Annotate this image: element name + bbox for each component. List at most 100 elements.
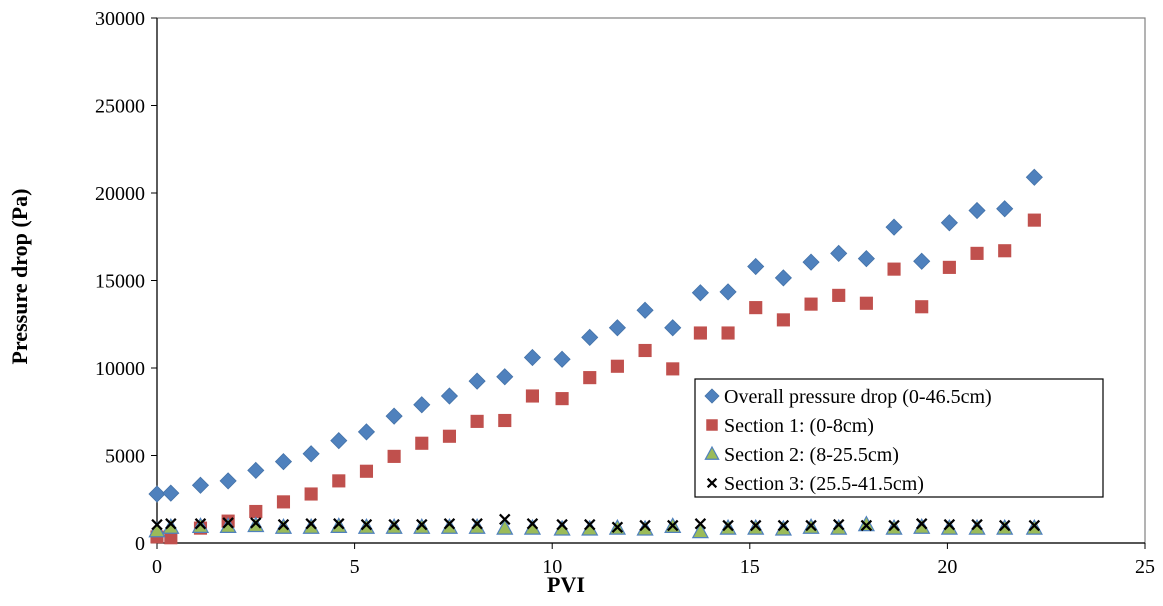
x-marker-stroke bbox=[722, 519, 734, 532]
data-point-square bbox=[859, 296, 873, 310]
x-marker-stroke bbox=[499, 513, 511, 526]
x-marker-stroke bbox=[277, 518, 290, 531]
data-point-triangle bbox=[413, 517, 431, 534]
data-point-square bbox=[276, 495, 291, 509]
data-point-x bbox=[499, 513, 511, 526]
x-marker-stroke bbox=[526, 518, 539, 530]
data-point-x bbox=[250, 517, 262, 529]
data-point-x bbox=[471, 518, 483, 530]
data-point-x bbox=[943, 518, 956, 531]
data-point-x bbox=[556, 518, 568, 531]
data-point-diamond bbox=[148, 485, 166, 503]
data-point-x bbox=[526, 518, 539, 530]
data-point-diamond bbox=[413, 396, 431, 414]
data-point-x bbox=[777, 519, 790, 532]
data-point-square bbox=[998, 244, 1012, 258]
data-point-triangle bbox=[274, 517, 293, 534]
data-point-diamond bbox=[636, 301, 654, 319]
data-point-triangle bbox=[968, 518, 986, 535]
data-point-triangle bbox=[996, 518, 1014, 535]
data-point-triangle bbox=[468, 517, 486, 534]
data-point-x bbox=[360, 518, 373, 531]
data-point-triangle bbox=[330, 517, 348, 533]
data-point-square bbox=[332, 474, 346, 488]
data-point-square bbox=[525, 389, 539, 403]
data-point-x bbox=[277, 518, 290, 531]
data-point-triangle bbox=[857, 515, 875, 532]
data-point-diamond bbox=[885, 218, 903, 236]
data-point-diamond bbox=[774, 269, 792, 287]
x-marker-stroke bbox=[194, 518, 207, 530]
data-point-triangle bbox=[774, 519, 793, 536]
legend-label: Section 1: (0-8cm) bbox=[724, 415, 874, 437]
x-marker-stroke bbox=[250, 517, 262, 529]
data-point-diamond bbox=[162, 484, 180, 502]
series-3 bbox=[148, 515, 1043, 539]
x-marker-stroke bbox=[584, 518, 596, 531]
legend-marker-x bbox=[706, 477, 718, 489]
data-point-x bbox=[1028, 519, 1041, 532]
data-point-x bbox=[694, 518, 707, 530]
data-point-diamond bbox=[468, 372, 486, 390]
data-point-triangle bbox=[440, 517, 459, 534]
x-marker-stroke bbox=[666, 519, 679, 532]
data-point-square bbox=[776, 313, 790, 327]
data-point-x bbox=[305, 518, 317, 530]
data-point-triangle bbox=[302, 517, 320, 534]
x-marker-stroke bbox=[971, 518, 983, 531]
y-axis-title: Pressure drop (Pa) bbox=[7, 189, 32, 365]
data-point-x bbox=[860, 519, 873, 532]
data-point-square bbox=[442, 429, 457, 443]
data-point-triangle bbox=[940, 518, 958, 535]
data-point-diamond bbox=[608, 319, 626, 337]
legend-marker-diamond bbox=[704, 388, 720, 404]
y-tick-label: 20000 bbox=[95, 183, 145, 205]
x-tick-label: 10 bbox=[542, 556, 562, 578]
data-point-diamond bbox=[857, 250, 875, 268]
series-2 bbox=[150, 213, 1041, 545]
y-tick-label: 30000 bbox=[95, 8, 145, 30]
data-point-x bbox=[805, 519, 817, 532]
x-marker-stroke bbox=[998, 519, 1011, 532]
y-tick-label: 10000 bbox=[95, 358, 145, 380]
data-point-x bbox=[666, 519, 679, 532]
x-marker-stroke bbox=[305, 518, 317, 530]
x-marker-stroke bbox=[694, 518, 707, 530]
data-point-diamond bbox=[191, 476, 210, 494]
data-point-square bbox=[666, 362, 680, 376]
data-point-diamond bbox=[968, 201, 986, 220]
data-point-diamond bbox=[581, 328, 599, 346]
x-marker-stroke bbox=[388, 518, 400, 531]
data-point-diamond bbox=[302, 445, 320, 463]
x-marker-stroke bbox=[888, 519, 900, 532]
x-marker-stroke bbox=[706, 477, 718, 489]
legend-box bbox=[694, 378, 1104, 498]
data-point-x bbox=[722, 519, 734, 532]
x-tick-label: 0 bbox=[152, 556, 162, 578]
x-marker-stroke bbox=[777, 519, 790, 532]
x-tick-label: 20 bbox=[937, 556, 957, 578]
data-point-triangle bbox=[162, 517, 180, 534]
data-point-x bbox=[832, 518, 845, 531]
data-point-diamond bbox=[802, 253, 820, 271]
y-tick-label: 0 bbox=[135, 533, 145, 555]
data-point-x bbox=[584, 518, 596, 531]
tick-labels: 0 5 10 15 20 25 0 5000 10000 15000 20000 25000 30000 bbox=[95, 8, 1155, 578]
data-point-square bbox=[1027, 213, 1041, 227]
data-point-triangle bbox=[1025, 518, 1043, 535]
data-point-diamond bbox=[247, 461, 265, 479]
data-point-diamond bbox=[996, 200, 1014, 218]
data-point-x bbox=[388, 518, 400, 531]
data-point-square bbox=[610, 359, 624, 373]
data-point-square bbox=[804, 297, 818, 311]
data-point-square bbox=[415, 436, 429, 450]
data-point-x bbox=[222, 517, 234, 529]
data-point-triangle bbox=[830, 518, 848, 535]
data-point-triangle bbox=[719, 518, 737, 535]
data-point-x bbox=[333, 518, 345, 530]
data-point-x bbox=[639, 519, 651, 532]
data-point-square bbox=[887, 262, 901, 276]
data-point-square bbox=[555, 392, 569, 406]
data-point-diamond bbox=[523, 348, 542, 367]
data-point-diamond bbox=[553, 350, 571, 368]
